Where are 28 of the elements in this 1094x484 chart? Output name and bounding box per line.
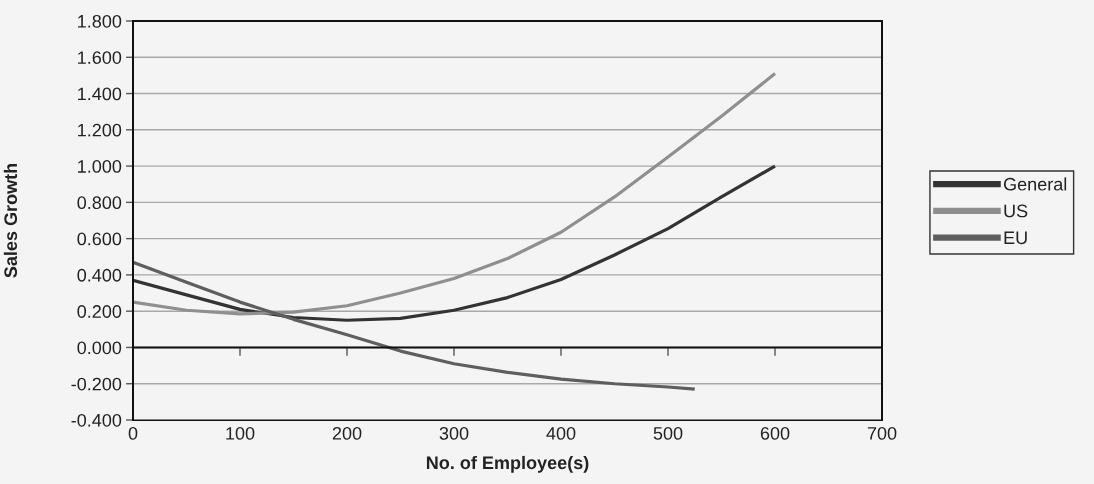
line-series — [133, 72, 777, 316]
x-tick-label: 700 — [867, 426, 897, 440]
x-axis-title: No. of Employee(s) — [426, 455, 589, 473]
y-tick-label: 1.600 — [78, 51, 122, 64]
line-series — [133, 164, 777, 322]
y-tick-label: 1.200 — [78, 123, 122, 137]
x-tick-label: 400 — [546, 426, 576, 440]
x-tick-label: 600 — [760, 426, 790, 440]
y-tick-label: 0.400 — [77, 268, 122, 282]
legend-label: US — [1004, 204, 1028, 218]
x-tick-label: 500 — [653, 426, 683, 440]
y-tick-label: 0.000 — [77, 341, 122, 355]
y-axis-title: Sales Growth — [3, 163, 18, 278]
x-tick-label: 100 — [226, 426, 255, 440]
line-series — [133, 260, 697, 391]
y-tick-label: 1.800 — [78, 14, 122, 28]
y-tick-label: 1.400 — [78, 87, 122, 101]
y-tick-label: 0.800 — [77, 196, 122, 210]
legend-label: General — [1003, 177, 1067, 191]
legend-label: EU — [1004, 231, 1027, 245]
y-tick-label: 0.200 — [77, 305, 122, 318]
y-tick-label: -0.400 — [71, 413, 122, 427]
x-tick-label: 200 — [332, 426, 362, 440]
y-tick-label: -0.200 — [71, 377, 122, 391]
y-tick-label: 1.000 — [78, 160, 122, 173]
x-tick-label: 0 — [128, 426, 138, 440]
y-tick-label: 0.600 — [77, 232, 122, 246]
x-tick-label: 300 — [439, 426, 469, 440]
